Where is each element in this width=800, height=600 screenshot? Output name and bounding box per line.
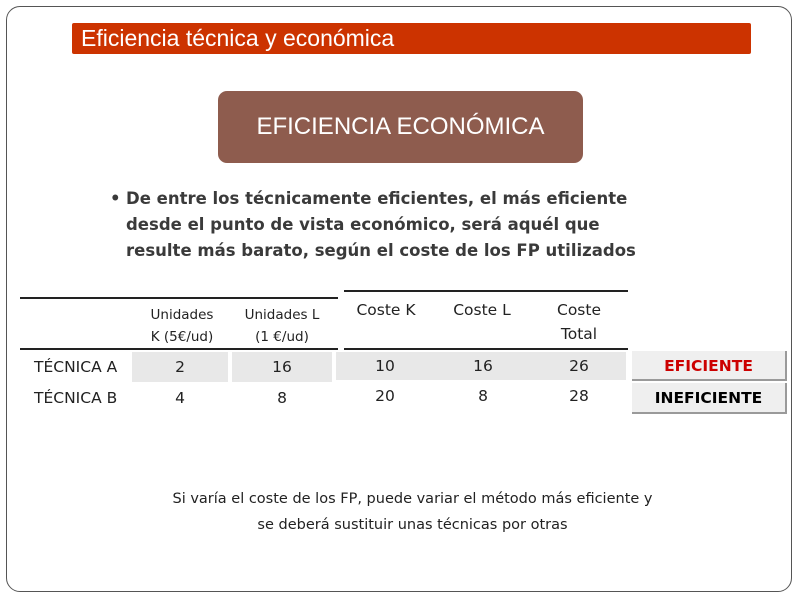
header-cost-k-text: Coste K bbox=[356, 301, 416, 319]
row-a-units-k: 2 bbox=[132, 352, 228, 382]
row-a-result-badge: EFICIENTE bbox=[632, 351, 787, 381]
bullet-paragraph: • De entre los técnicamente eficientes, … bbox=[110, 186, 702, 264]
header-cost-l-text: Coste L bbox=[453, 301, 511, 319]
footnote: Si varía el coste de los FP, puede varia… bbox=[100, 486, 725, 538]
row-b-units-l: 8 bbox=[277, 389, 287, 407]
header-units-l-line-2: (1 €/ud) bbox=[255, 329, 309, 345]
header-units-k: Unidades K (5€/ud) bbox=[138, 304, 226, 348]
row-b-label: TÉCNICA B bbox=[34, 389, 118, 407]
header-units-l-line-1: Unidades L bbox=[244, 307, 320, 323]
slide-title-text: Eficiencia técnica y económica bbox=[81, 25, 395, 51]
header-units-k-line-2: K (5€/ud) bbox=[150, 329, 214, 345]
header-cost-total-line-2: Total bbox=[560, 325, 598, 343]
table-top-rule-left bbox=[20, 297, 338, 299]
header-units-k-line-1: Unidades bbox=[150, 307, 214, 323]
section-title-box: EFICIENCIA ECONÓMICA bbox=[218, 91, 583, 163]
table-header-rule-right bbox=[344, 348, 628, 350]
row-a-label: TÉCNICA A bbox=[34, 358, 118, 376]
slide-frame bbox=[6, 6, 792, 592]
row-a-cost-l: 16 bbox=[434, 352, 532, 380]
footnote-line-2: se deberá sustituir unas técnicas por ot… bbox=[257, 517, 568, 533]
header-cost-total: Coste Total bbox=[534, 298, 624, 346]
section-title-text: EFICIENCIA ECONÓMICA bbox=[256, 113, 545, 140]
bullet-icon: • bbox=[110, 189, 121, 208]
header-cost-total-line-1: Coste bbox=[557, 301, 601, 319]
row-b-cost-l: 8 bbox=[478, 387, 488, 405]
row-a-cost-total: 26 bbox=[532, 352, 626, 380]
row-b-result-badge: INEFICIENTE bbox=[632, 383, 787, 414]
row-b-cost-k: 20 bbox=[375, 387, 395, 405]
bullet-line-2: desde el punto de vista económico, será … bbox=[126, 215, 600, 234]
table-header-rule-left bbox=[20, 348, 338, 350]
header-cost-l: Coste L bbox=[438, 298, 526, 322]
row-a-units-l: 16 bbox=[232, 352, 332, 382]
row-b-units-k: 4 bbox=[175, 389, 185, 407]
header-units-l: Unidades L (1 €/ud) bbox=[232, 304, 332, 348]
footnote-line-1: Si varía el coste de los FP, puede varia… bbox=[172, 491, 653, 507]
bullet-line-1: De entre los técnicamente eficientes, el… bbox=[126, 189, 628, 208]
bullet-line-3: resulte más barato, según el coste de lo… bbox=[126, 241, 636, 260]
row-a-cost-k: 10 bbox=[336, 352, 434, 380]
row-b-cost-total: 28 bbox=[569, 387, 589, 405]
table-top-rule-right bbox=[344, 290, 628, 292]
header-cost-k: Coste K bbox=[344, 298, 428, 322]
slide-title: Eficiencia técnica y económica bbox=[72, 23, 751, 54]
